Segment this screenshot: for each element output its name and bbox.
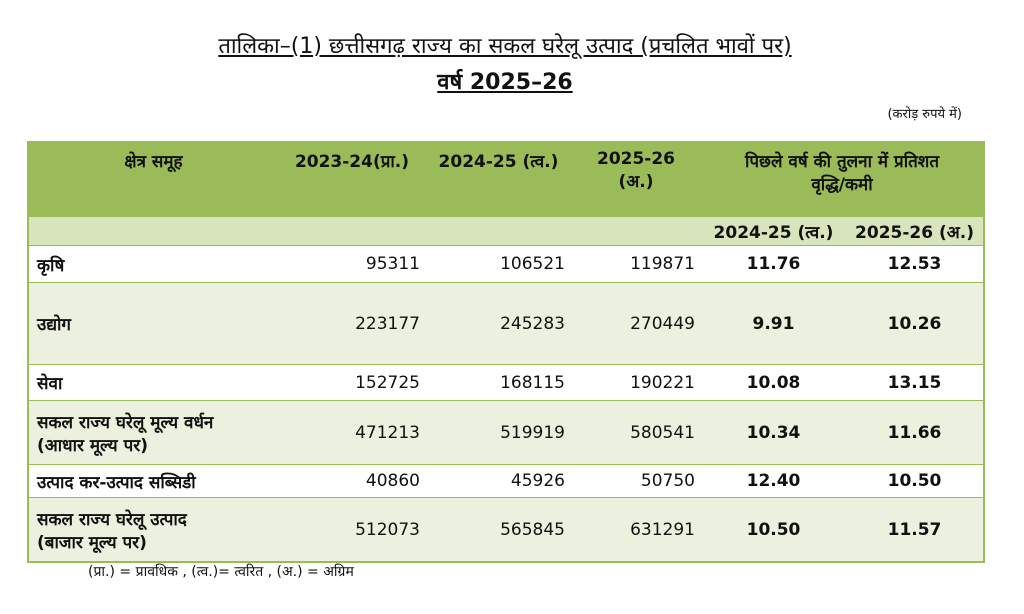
subheader-cell: 2024-25 (त्व.) bbox=[701, 216, 846, 246]
value-cell: 471213 bbox=[278, 400, 426, 465]
percent-cell: 11.66 bbox=[846, 400, 985, 465]
percent-cell: 10.08 bbox=[701, 364, 846, 401]
cell-line: (आधार मूल्य पर) bbox=[37, 435, 148, 456]
percent-cell: 13.15 bbox=[846, 364, 985, 401]
value-cell: 50750 bbox=[571, 464, 701, 498]
value-cell: 45926 bbox=[426, 464, 571, 498]
empty-cell bbox=[28, 216, 701, 246]
value-cell: 512073 bbox=[278, 497, 426, 563]
value-cell: 40860 bbox=[278, 464, 426, 498]
data-row: सकल राज्य घरेलू मूल्य वर्धन (आधार मूल्य प… bbox=[28, 400, 985, 465]
gdp-table: क्षेत्र समूह 2023-24(प्रा.) 2024-25 (त्व.)… bbox=[27, 141, 986, 563]
subtitle: वर्ष 2025–26 bbox=[437, 70, 573, 95]
data-row: सकल राज्य घरेलू उत्पाद (बाजार मूल्य पर) 51… bbox=[28, 497, 985, 563]
percent-cell: 9.91 bbox=[701, 282, 846, 365]
data-row: उत्पाद कर-उत्पाद सब्सिडी 40860 45926 50750 1… bbox=[28, 464, 985, 498]
cell-line: सेवा bbox=[37, 374, 63, 394]
data-row: कृषि 95311 106521 119871 11.76 12.53 bbox=[28, 245, 985, 283]
header-cell: 2025-26 (अ.) bbox=[571, 142, 701, 217]
subheader-row: 2024-25 (त्व.) 2025-26 (अ.) bbox=[28, 216, 985, 246]
cell-line: उत्पाद कर-उत्पाद सब्सिडी bbox=[37, 472, 196, 493]
percent-cell: 10.26 bbox=[846, 282, 985, 365]
value-cell: 223177 bbox=[278, 282, 426, 365]
header-cell: क्षेत्र समूह bbox=[28, 142, 278, 217]
row-label: सकल राज्य घरेलू मूल्य वर्धन (आधार मूल्य प… bbox=[28, 400, 278, 465]
subheader-cell: 2025-26 (अ.) bbox=[846, 216, 985, 246]
percent-cell: 10.34 bbox=[701, 400, 846, 465]
percent-cell: 12.53 bbox=[846, 245, 985, 283]
value-cell: 565845 bbox=[426, 497, 571, 563]
value-cell: 580541 bbox=[571, 400, 701, 465]
cell-line: पिछले वर्ष की तुलना में प्रतिशत bbox=[744, 152, 940, 172]
cell-line: वृद्धि/कमी bbox=[811, 175, 873, 195]
cell-line: कृषि bbox=[37, 255, 65, 276]
value-cell: 119871 bbox=[571, 245, 701, 283]
value-cell: 190221 bbox=[571, 364, 701, 401]
unit-note: (करोड़ रुपये में) bbox=[887, 107, 962, 122]
row-label: सकल राज्य घरेलू उत्पाद (बाजार मूल्य पर) bbox=[28, 497, 278, 563]
percent-cell: 10.50 bbox=[701, 497, 846, 563]
value-cell: 519919 bbox=[426, 400, 571, 465]
header-row: क्षेत्र समूह 2023-24(प्रा.) 2024-25 (त्व.)… bbox=[28, 142, 985, 217]
value-cell: 168115 bbox=[426, 364, 571, 401]
cell-line: सकल राज्य घरेलू मूल्य वर्धन bbox=[37, 412, 214, 433]
value-cell: 270449 bbox=[571, 282, 701, 365]
data-row: सेवा 152725 168115 190221 10.08 13.15 bbox=[28, 364, 985, 401]
value-cell: 152725 bbox=[278, 364, 426, 401]
header-cell: 2023-24(प्रा.) bbox=[278, 142, 426, 217]
row-label: उद्योग bbox=[28, 282, 278, 365]
row-label: उत्पाद कर-उत्पाद सब्सिडी bbox=[28, 464, 278, 498]
row-label: सेवा bbox=[28, 364, 278, 401]
title: तालिका–(1) छत्तीसगढ़ राज्य का सकल घरेलू … bbox=[218, 34, 792, 59]
data-row: उद्योग 223177 245283 270449 9.91 10.26 bbox=[28, 282, 985, 365]
cell-line: उद्योग bbox=[37, 315, 71, 335]
percent-cell: 10.50 bbox=[846, 464, 985, 498]
footnote: (प्रा.) = प्रावधिक , (त्व.)= त्वरित , (अ… bbox=[88, 564, 354, 580]
value-cell: 631291 bbox=[571, 497, 701, 563]
value-cell: 95311 bbox=[278, 245, 426, 283]
row-label: कृषि bbox=[28, 245, 278, 283]
header-cell: 2024-25 (त्व.) bbox=[426, 142, 571, 217]
cell-line: सकल राज्य घरेलू उत्पाद bbox=[37, 509, 187, 530]
value-cell: 245283 bbox=[426, 282, 571, 365]
value-cell: 106521 bbox=[426, 245, 571, 283]
header-cell: पिछले वर्ष की तुलना में प्रतिशत वृद्धि/कम… bbox=[701, 142, 985, 217]
percent-cell: 11.76 bbox=[701, 245, 846, 283]
percent-cell: 11.57 bbox=[846, 497, 985, 563]
percent-cell: 12.40 bbox=[701, 464, 846, 498]
cell-line: (बाजार मूल्य पर) bbox=[37, 532, 147, 553]
